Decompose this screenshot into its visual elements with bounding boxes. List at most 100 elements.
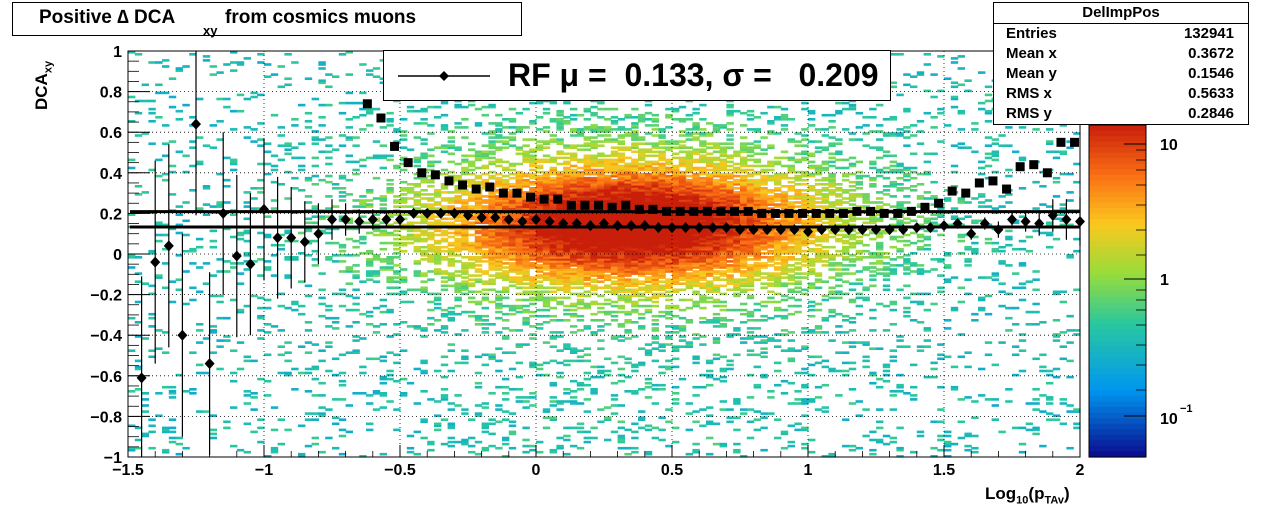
heatmap-cell: [542, 373, 551, 377]
heatmap-cell: [706, 215, 714, 218]
heatmap-cell: [712, 197, 721, 200]
heatmap-cell: [604, 231, 612, 235]
heatmap-cell: [624, 294, 632, 298]
heatmap-cell: [427, 316, 435, 320]
heatmap-cell: [529, 448, 537, 452]
heatmap-cell: [699, 249, 707, 253]
heatmap-cell: [168, 440, 177, 444]
heatmap-cell: [706, 162, 714, 166]
heatmap-cell: [549, 337, 557, 340]
heatmap-cell: [617, 237, 625, 241]
heatmap-cell: [502, 229, 510, 233]
heatmap-cell: [570, 170, 578, 174]
heatmap-cell: [454, 237, 462, 241]
heatmap-cell: [393, 241, 401, 245]
heatmap-cell: [556, 272, 564, 275]
heatmap-cell: [583, 199, 591, 202]
heatmap-cell: [576, 306, 585, 310]
heatmap-cell: [685, 264, 693, 267]
heatmap-cell: [583, 164, 591, 168]
heatmap-cell: [726, 142, 734, 145]
heatmap-cell: [488, 422, 496, 426]
heatmap-cell: [481, 199, 489, 202]
heatmap-cell: [311, 130, 319, 133]
heatmap-cell: [746, 335, 755, 338]
heatmap-cell: [651, 264, 659, 267]
heatmap-cell: [706, 172, 714, 176]
heatmap-cell: [604, 154, 612, 158]
heatmap-cell: [699, 272, 707, 275]
heatmap-cell: [468, 266, 476, 269]
heatmap-cell: [386, 310, 394, 314]
heatmap-cell: [549, 383, 557, 387]
heatmap-cell: [699, 233, 707, 237]
heatmap-cell: [644, 424, 653, 428]
heatmap-cell: [610, 300, 619, 304]
heatmap-cell: [644, 296, 653, 300]
heatmap-cell: [740, 142, 748, 145]
heatmap-cell: [740, 146, 748, 149]
heatmap-cell: [672, 231, 680, 235]
heatmap-cell: [468, 223, 476, 227]
heatmap-cell: [563, 347, 571, 350]
heatmap-cell: [345, 270, 353, 273]
heatmap-cell: [549, 260, 557, 263]
heatmap-cell: [542, 205, 551, 208]
heatmap-cell: [386, 377, 394, 381]
heatmap-cell: [434, 201, 442, 204]
heatmap-cell: [712, 377, 721, 381]
heatmap-cell: [461, 168, 469, 172]
heatmap-cell: [672, 365, 680, 369]
heatmap-cell: [440, 331, 449, 334]
heatmap-cell: [685, 233, 693, 237]
heatmap-cell: [529, 101, 537, 105]
heatmap-cell: [542, 245, 551, 249]
heatmap-cell: [461, 292, 469, 296]
heatmap-cell: [345, 91, 353, 95]
heatmap-cell: [658, 266, 666, 269]
heatmap-cell: [522, 249, 530, 253]
heatmap-cell: [651, 197, 659, 200]
heatmap-cell: [468, 205, 476, 208]
heatmap-cell: [570, 187, 578, 190]
heatmap-cell: [672, 262, 680, 265]
heatmap-cell: [733, 180, 741, 184]
heatmap-cell: [692, 193, 700, 196]
heatmap-cell: [658, 252, 666, 255]
heatmap-cell: [529, 150, 537, 154]
heatmap-cell: [638, 243, 646, 247]
heatmap-cell: [325, 436, 333, 440]
heatmap-cell: [672, 191, 680, 194]
heatmap-cell: [644, 260, 653, 263]
heatmap-cell: [440, 223, 449, 227]
heatmap-cell: [651, 436, 659, 440]
heatmap-cell: [468, 160, 476, 164]
heatmap-cell: [400, 300, 408, 304]
heatmap-cell: [474, 174, 483, 178]
heatmap-cell: [624, 329, 632, 332]
heatmap-cell: [570, 130, 578, 133]
heatmap-cell: [624, 128, 632, 131]
heatmap-cell: [556, 150, 564, 154]
heatmap-cell: [706, 254, 714, 257]
heatmap-cell: [644, 310, 653, 314]
heatmap-cell: [685, 170, 693, 174]
heatmap-cell: [610, 168, 619, 172]
heatmap-cell: [134, 367, 143, 371]
heatmap-cell: [746, 436, 755, 440]
heatmap-cell: [413, 227, 421, 231]
heatmap-cell: [719, 245, 727, 249]
heatmap-cell: [440, 272, 449, 275]
heatmap-cell: [304, 120, 313, 123]
heatmap-cell: [243, 231, 251, 235]
heatmap-cell: [502, 199, 510, 202]
heatmap-cell: [162, 428, 170, 432]
heatmap-cell: [175, 109, 183, 113]
heatmap-cell: [644, 235, 653, 239]
heatmap-cell: [563, 345, 571, 348]
heatmap-cell: [427, 185, 435, 188]
heatmap-cell: [692, 221, 700, 225]
heatmap-cell: [672, 109, 680, 113]
heatmap-cell: [542, 266, 551, 269]
heatmap-cell: [563, 286, 571, 290]
